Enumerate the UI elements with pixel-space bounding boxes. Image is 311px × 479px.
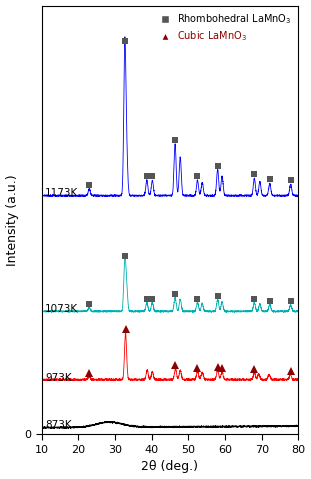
X-axis label: 2θ (deg.): 2θ (deg.) (142, 460, 198, 473)
Text: 873K: 873K (45, 420, 72, 430)
Text: 973K: 973K (45, 373, 72, 383)
Text: 1173K: 1173K (45, 188, 78, 198)
Legend: Rhombohedral LaMnO$_3$, Cubic LaMnO$_3$: Rhombohedral LaMnO$_3$, Cubic LaMnO$_3$ (153, 11, 294, 45)
Text: 1073K: 1073K (45, 304, 78, 314)
Y-axis label: Intensity (a.u.): Intensity (a.u.) (6, 174, 19, 266)
